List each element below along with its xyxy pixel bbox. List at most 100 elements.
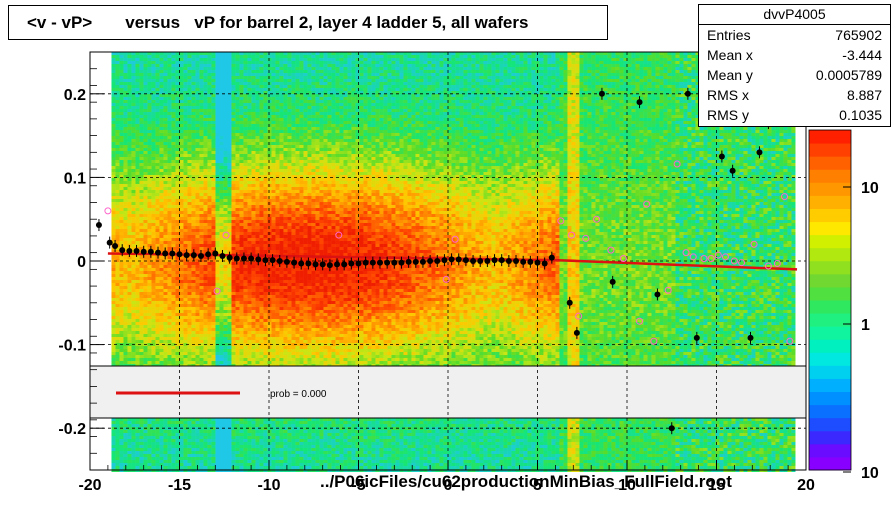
density-cell	[219, 319, 224, 322]
density-cell	[123, 115, 128, 118]
density-cell	[191, 322, 196, 325]
density-cell	[159, 52, 164, 55]
density-cell	[199, 244, 204, 247]
density-cell	[211, 349, 216, 352]
density-cell	[151, 223, 156, 226]
density-cell	[171, 268, 176, 271]
density-cell	[223, 160, 228, 163]
density-cell	[239, 181, 244, 184]
density-cell	[215, 202, 220, 205]
density-cell	[163, 178, 168, 181]
density-cell	[179, 109, 184, 112]
density-cell	[147, 193, 152, 196]
density-cell	[191, 130, 196, 133]
density-cell	[159, 298, 164, 301]
density-cell	[179, 259, 184, 262]
density-cell	[231, 76, 236, 79]
density-cell	[227, 220, 232, 223]
density-cell	[111, 94, 116, 97]
density-cell	[179, 352, 184, 355]
density-cell	[147, 208, 152, 211]
density-cell	[183, 463, 188, 466]
density-cell	[111, 193, 116, 196]
density-cell	[235, 130, 240, 133]
density-cell	[239, 190, 244, 193]
density-cell	[147, 421, 152, 424]
density-cell	[163, 187, 168, 190]
density-cell	[175, 436, 180, 439]
density-cell	[167, 433, 172, 436]
density-cell	[191, 361, 196, 364]
density-cell	[203, 433, 208, 436]
density-cell	[231, 211, 236, 214]
density-cell	[127, 304, 132, 307]
density-cell	[191, 118, 196, 121]
density-cell	[239, 313, 244, 316]
density-cell	[155, 100, 160, 103]
density-cell	[195, 211, 200, 214]
density-cell	[243, 79, 248, 82]
density-cell	[251, 127, 256, 130]
density-cell	[119, 448, 124, 451]
density-cell	[243, 82, 248, 85]
density-cell	[203, 178, 208, 181]
density-cell	[115, 421, 120, 424]
density-cell	[147, 175, 152, 178]
density-cell	[215, 115, 220, 118]
density-cell	[207, 136, 212, 139]
density-cell	[123, 202, 128, 205]
density-cell	[179, 85, 184, 88]
density-cell	[183, 307, 188, 310]
density-cell	[171, 295, 176, 298]
density-cell	[223, 241, 228, 244]
density-cell	[163, 133, 168, 136]
density-cell	[211, 268, 216, 271]
density-cell	[139, 427, 144, 430]
density-cell	[111, 163, 116, 166]
density-cell	[147, 88, 152, 91]
density-cell	[191, 358, 196, 361]
density-cell	[247, 346, 252, 349]
density-cell	[139, 283, 144, 286]
density-cell	[155, 283, 160, 286]
density-cell	[151, 319, 156, 322]
density-cell	[219, 214, 224, 217]
density-cell	[199, 130, 204, 133]
density-cell	[219, 208, 224, 211]
density-cell	[115, 361, 120, 364]
density-cell	[147, 259, 152, 262]
density-cell	[123, 286, 128, 289]
density-cell	[227, 313, 232, 316]
density-cell	[151, 154, 156, 157]
density-cell	[163, 142, 168, 145]
density-cell	[227, 196, 232, 199]
density-cell	[203, 151, 208, 154]
density-cell	[191, 115, 196, 118]
density-cell	[219, 340, 224, 343]
density-cell	[175, 115, 180, 118]
density-cell	[179, 67, 184, 70]
density-cell	[203, 223, 208, 226]
density-cell	[219, 91, 224, 94]
density-cell	[179, 226, 184, 229]
density-cell	[115, 85, 120, 88]
density-cell	[131, 112, 136, 115]
density-cell	[183, 436, 188, 439]
density-cell	[163, 343, 168, 346]
density-cell	[211, 187, 216, 190]
density-cell	[207, 70, 212, 73]
density-cell	[243, 139, 248, 142]
density-cell	[247, 85, 252, 88]
density-cell	[175, 256, 180, 259]
density-cell	[199, 319, 204, 322]
density-cell	[135, 64, 140, 67]
density-cell	[227, 175, 232, 178]
density-cell	[207, 88, 212, 91]
density-cell	[199, 70, 204, 73]
density-cell	[243, 130, 248, 133]
density-cell	[219, 343, 224, 346]
density-cell	[239, 118, 244, 121]
density-cell	[191, 316, 196, 319]
density-cell	[167, 214, 172, 217]
density-cell	[195, 304, 200, 307]
